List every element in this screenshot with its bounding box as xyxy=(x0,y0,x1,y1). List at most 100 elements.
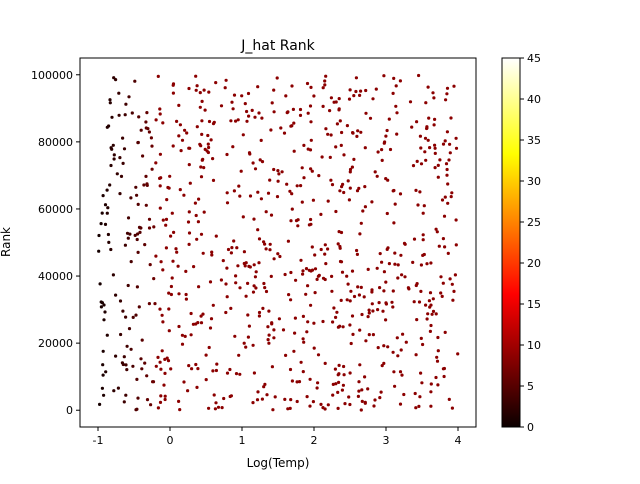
scatter-point xyxy=(254,270,258,274)
scatter-point xyxy=(236,264,240,268)
scatter-point xyxy=(139,128,143,132)
scatter-point xyxy=(136,396,140,400)
scatter-point xyxy=(182,380,186,384)
scatter-point xyxy=(391,91,395,95)
scatter-point xyxy=(285,182,289,186)
scatter-point xyxy=(323,252,327,256)
scatter-point xyxy=(433,146,437,150)
scatter-point xyxy=(196,220,200,224)
scatter-point xyxy=(144,174,148,178)
scatter-point xyxy=(98,282,102,286)
scatter-point xyxy=(199,321,204,325)
scatter-point xyxy=(294,278,298,282)
scatter-point xyxy=(238,372,242,376)
scatter-point xyxy=(366,387,370,391)
scatter-point xyxy=(150,167,154,171)
scatter-point xyxy=(348,299,352,303)
scatter-point xyxy=(147,226,152,230)
scatter-point xyxy=(354,76,358,80)
scatter-point xyxy=(129,347,133,351)
scatter-point xyxy=(305,330,309,334)
scatter-point xyxy=(433,117,437,121)
scatter-point xyxy=(171,144,175,148)
scatter-point xyxy=(236,118,240,122)
scatter-point xyxy=(222,396,226,401)
scatter-point xyxy=(295,399,299,404)
scatter-point xyxy=(382,270,386,274)
scatter-point xyxy=(123,243,127,247)
scatter-point xyxy=(300,166,304,170)
scatter-point xyxy=(442,214,447,218)
scatter-point xyxy=(378,286,382,290)
y-axis-label: Rank xyxy=(0,227,13,257)
scatter-point xyxy=(143,243,147,247)
scatter-point xyxy=(154,161,158,165)
scatter-point xyxy=(427,299,431,303)
scatter-point xyxy=(115,172,119,176)
scatter-point xyxy=(342,153,346,157)
scatter-point xyxy=(108,98,112,102)
scatter-point xyxy=(431,297,435,301)
scatter-point xyxy=(105,333,109,337)
scatter-point xyxy=(367,308,371,312)
scatter-point xyxy=(363,146,367,150)
scatter-point xyxy=(114,78,118,82)
scatter-point xyxy=(174,247,178,251)
scatter-point xyxy=(187,242,191,246)
scatter-point xyxy=(323,79,327,83)
scatter-point xyxy=(290,207,294,211)
points-layer xyxy=(97,73,460,412)
scatter-point xyxy=(234,281,238,285)
scatter-point xyxy=(178,123,182,127)
scatter-point xyxy=(299,184,303,188)
scatter-point xyxy=(273,395,277,399)
scatter-point xyxy=(448,151,452,155)
scatter-point xyxy=(308,377,312,381)
scatter-point xyxy=(440,294,444,298)
scatter-point xyxy=(214,234,218,238)
scatter-point xyxy=(308,148,313,152)
scatter-point xyxy=(400,273,404,277)
scatter-point xyxy=(384,280,388,284)
scatter-point xyxy=(443,195,447,199)
scatter-point xyxy=(415,159,419,163)
scatter-point xyxy=(253,115,257,119)
scatter-point xyxy=(105,188,109,192)
scatter-point xyxy=(275,195,280,199)
scatter-point xyxy=(269,274,273,278)
scatter-point xyxy=(149,403,153,407)
scatter-point xyxy=(201,251,205,255)
scatter-point xyxy=(102,318,106,322)
scatter-point xyxy=(295,184,299,188)
scatter-point xyxy=(129,196,133,200)
scatter-point xyxy=(232,189,236,193)
scatter-point xyxy=(199,165,203,169)
scatter-point xyxy=(321,319,325,324)
scatter-point xyxy=(363,205,367,209)
colorbar xyxy=(501,57,521,428)
scatter-point xyxy=(290,124,294,128)
scatter-point xyxy=(350,269,355,273)
scatter-point xyxy=(392,370,396,374)
scatter-point xyxy=(419,371,423,375)
scatter-point xyxy=(451,298,455,302)
scatter-point xyxy=(199,232,204,236)
scatter-point xyxy=(255,398,260,402)
scatter-point xyxy=(371,333,375,337)
scatter-point xyxy=(337,107,341,111)
scatter-point xyxy=(415,318,419,322)
scatter-point xyxy=(147,217,152,221)
scatter-point xyxy=(260,160,265,164)
scatter-point xyxy=(251,161,255,165)
scatter-point xyxy=(309,217,313,222)
scatter-point xyxy=(329,96,333,100)
scatter-point xyxy=(315,386,319,390)
scatter-point xyxy=(253,275,257,279)
x-tick-label: 0 xyxy=(167,434,174,447)
scatter-point xyxy=(415,282,419,286)
scatter-point xyxy=(302,176,306,180)
scatter-point xyxy=(334,209,338,214)
scatter-point xyxy=(156,74,160,78)
scatter-point xyxy=(153,302,157,306)
scatter-point xyxy=(433,151,437,155)
